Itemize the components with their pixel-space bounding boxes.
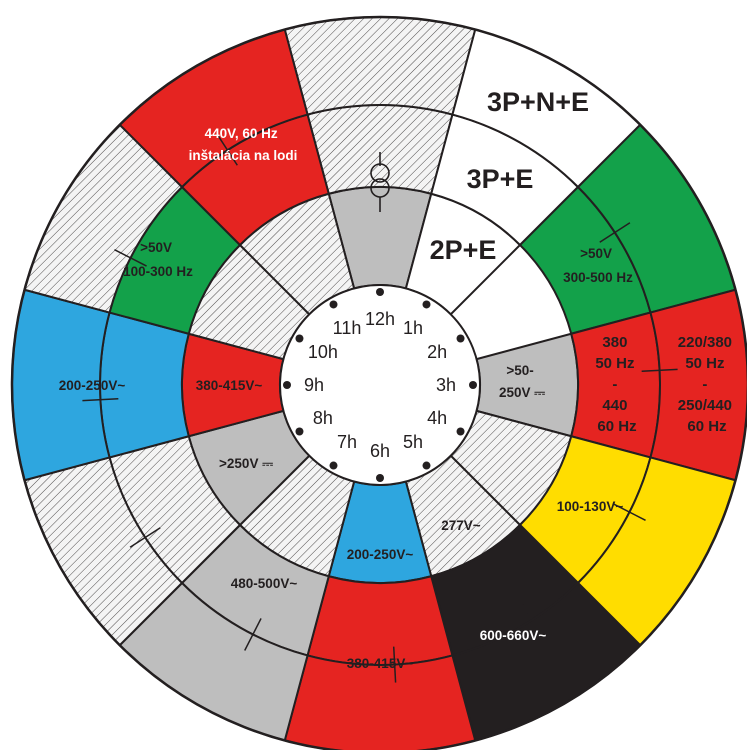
divider-tick	[82, 397, 119, 402]
wheel-segments	[10, 15, 747, 750]
hour-dot	[295, 427, 304, 436]
divider-tick	[641, 368, 678, 373]
label-3pne: 3P+N+E	[487, 87, 589, 117]
hour-dot	[376, 474, 384, 482]
hour-dot	[376, 288, 384, 296]
label-ship: 440V, 60 Hz inštalácia na lodi	[189, 126, 298, 163]
hour-label: 12h	[365, 309, 395, 329]
label-green-left: >50V 100-300 Hz	[123, 240, 193, 279]
hour-dot	[469, 381, 477, 389]
label-277: 277V~	[441, 518, 481, 533]
hour-label: 7h	[337, 432, 357, 452]
hour-label: 3h	[436, 375, 456, 395]
divider-tick	[114, 249, 147, 267]
wheel-outer-border	[10, 15, 747, 750]
label-blue-6h: 200-250V~	[347, 547, 414, 562]
segment-outer-23	[283, 16, 477, 116]
label-yellow: 100-130V~	[557, 499, 624, 514]
label-gray-8h: >250V ⎓	[219, 456, 274, 471]
label-red-6h: 380-415V~	[347, 656, 414, 671]
hour-label: 5h	[403, 432, 423, 452]
segment-middle-11	[306, 104, 454, 195]
hour-label: 1h	[403, 318, 423, 338]
segment-labels: 2P+E 3P+E 3P+N+E >50V 300-500 Hz 380 50 …	[59, 87, 736, 671]
divider-tick	[129, 527, 161, 548]
label-red-380: 380 50 Hz - 440 60 Hz	[595, 334, 638, 435]
divider-tick	[217, 134, 238, 166]
divider-tick	[599, 222, 631, 243]
label-red-220: 220/380 50 Hz - 250/440 60 Hz	[678, 334, 736, 435]
hour-label: 6h	[370, 441, 390, 461]
divider-tick	[522, 604, 543, 636]
hour-label: 2h	[427, 342, 447, 362]
label-green-right: >50V 300-500 Hz	[563, 246, 633, 285]
wheel-divider-ticks	[82, 134, 678, 683]
divider-tick	[244, 618, 262, 651]
hour-dot	[456, 427, 465, 436]
divider-tick	[392, 646, 397, 683]
hour-label: 4h	[427, 408, 447, 428]
clock-face	[279, 284, 481, 486]
transformer-symbol-icon	[370, 152, 390, 212]
divider-tick	[613, 503, 646, 521]
hour-dot	[283, 381, 291, 389]
label-gray-3h: >50- 250V ⎓	[499, 363, 546, 400]
label-black: 600-660V~	[480, 628, 547, 643]
hour-dot	[456, 334, 465, 343]
hour-dot	[295, 334, 304, 343]
hour-dot	[329, 300, 338, 309]
clock-face-disc	[279, 284, 481, 486]
hour-dot	[422, 461, 431, 470]
label-480: 480-500V~	[231, 576, 298, 591]
label-red-9h: 380-415V~	[196, 378, 263, 393]
segment-outer-26	[649, 288, 747, 482]
hour-label: 10h	[308, 342, 338, 362]
label-blue-9h: 200-250V~	[59, 378, 126, 393]
segment-middle-17	[306, 575, 454, 666]
hour-label: 8h	[313, 408, 333, 428]
hour-dot	[422, 300, 431, 309]
hour-dot	[329, 461, 338, 470]
hour-label: 11h	[333, 318, 362, 338]
label-3pe: 3P+E	[467, 164, 534, 194]
label-2pe: 2P+E	[430, 235, 497, 265]
hour-label: 9h	[304, 375, 324, 395]
